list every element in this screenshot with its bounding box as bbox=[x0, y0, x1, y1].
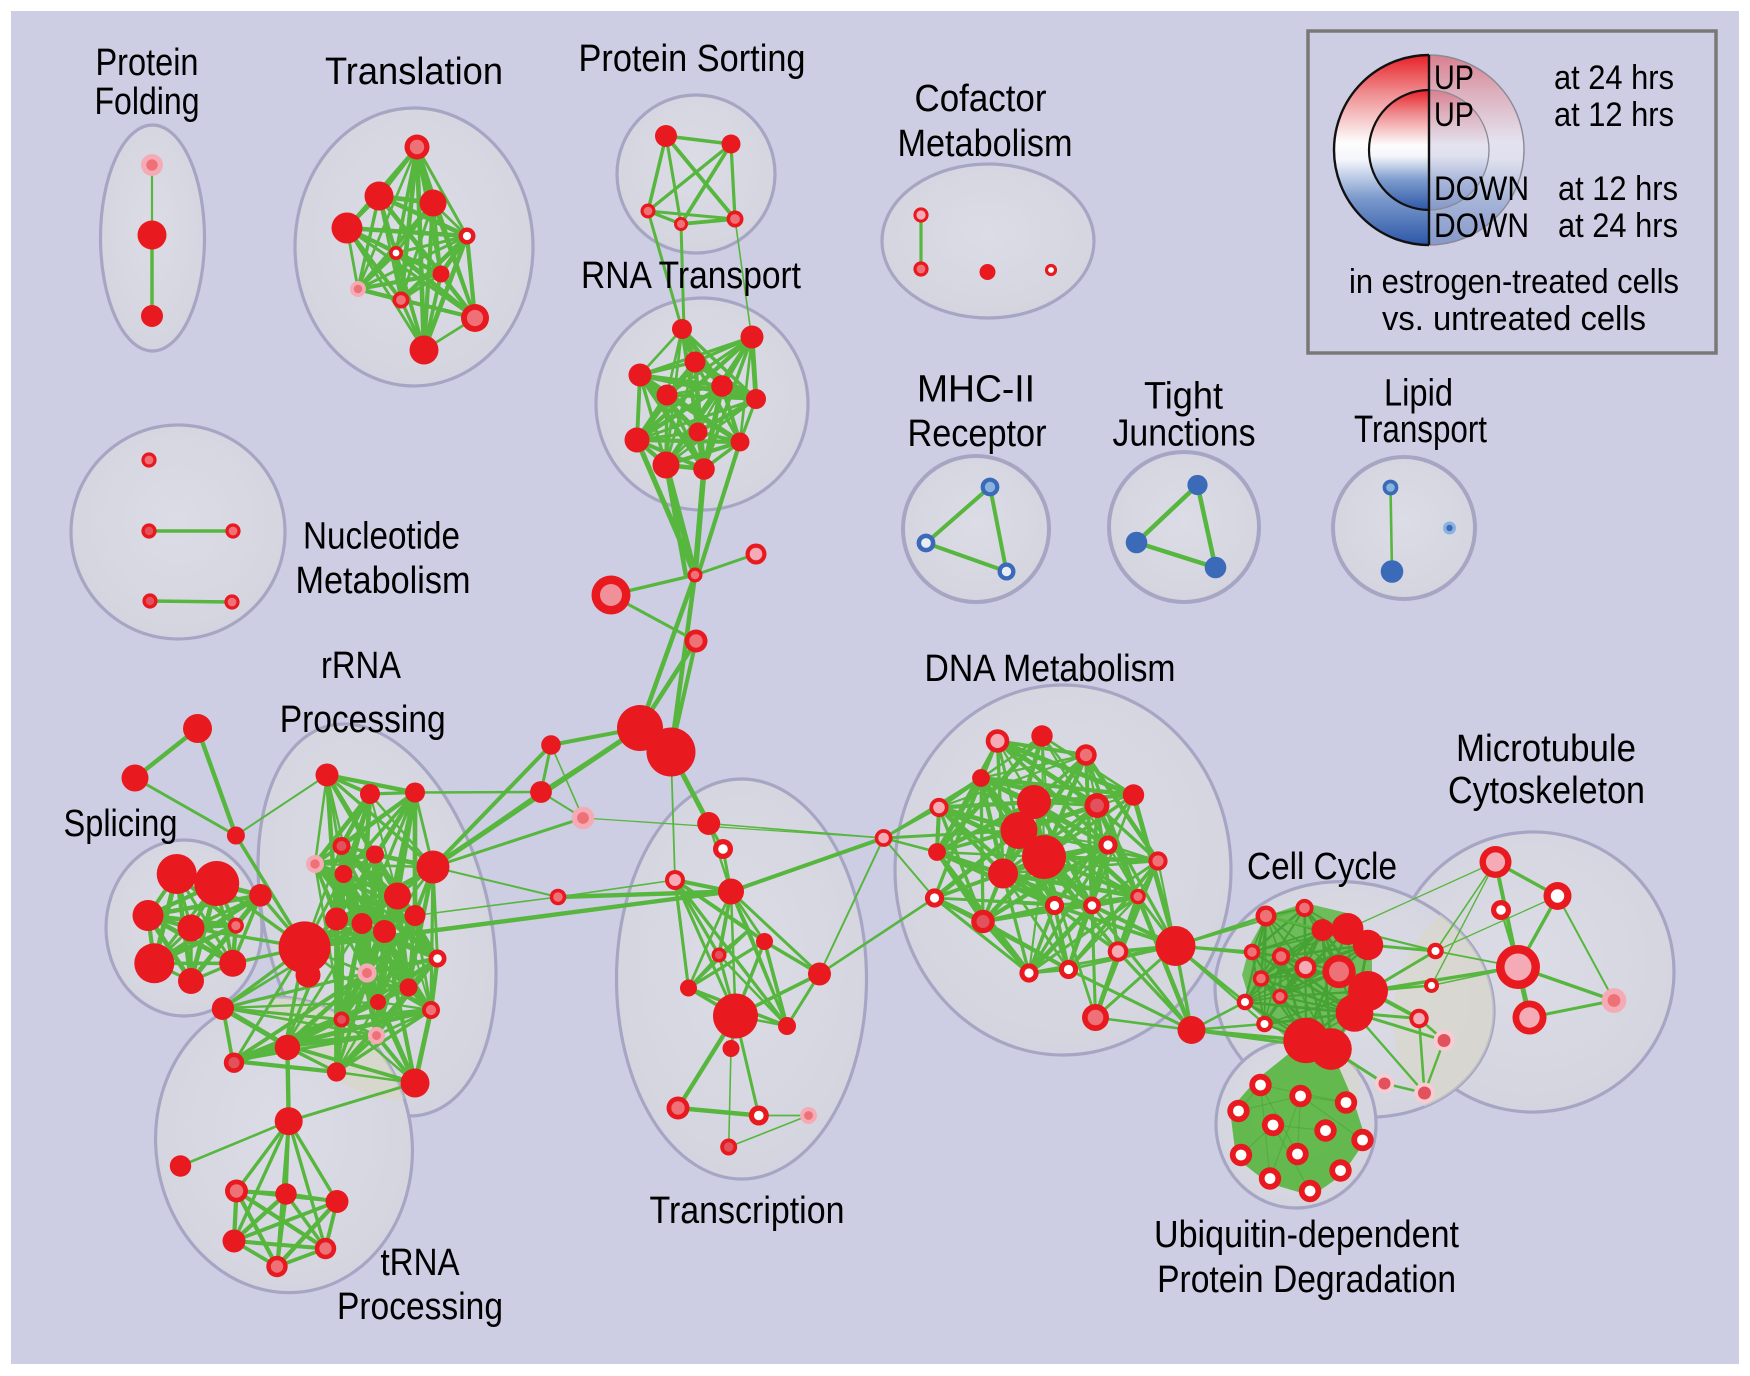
svg-text:at 12 hrs: at 12 hrs bbox=[1554, 96, 1674, 134]
svg-text:DOWN: DOWN bbox=[1434, 207, 1529, 245]
svg-text:in estrogen-treated cells: in estrogen-treated cells bbox=[1349, 263, 1679, 301]
svg-text:RNA Transport: RNA Transport bbox=[581, 255, 801, 297]
svg-text:Splicing: Splicing bbox=[64, 803, 178, 845]
svg-text:Cell Cycle: Cell Cycle bbox=[1247, 846, 1397, 888]
svg-text:Processing: Processing bbox=[280, 699, 446, 741]
svg-text:Processing: Processing bbox=[337, 1286, 503, 1328]
svg-text:Cofactor: Cofactor bbox=[915, 78, 1047, 120]
svg-text:Tight: Tight bbox=[1144, 376, 1223, 418]
svg-text:Receptor: Receptor bbox=[908, 413, 1047, 455]
svg-text:DNA Metabolism: DNA Metabolism bbox=[925, 648, 1176, 690]
svg-text:Transport: Transport bbox=[1354, 409, 1487, 451]
svg-text:Microtubule: Microtubule bbox=[1456, 728, 1636, 770]
svg-text:at 12 hrs: at 12 hrs bbox=[1558, 170, 1678, 208]
svg-text:Lipid: Lipid bbox=[1384, 373, 1453, 415]
svg-text:Metabolism: Metabolism bbox=[898, 123, 1073, 165]
svg-text:at 24 hrs: at 24 hrs bbox=[1554, 59, 1674, 97]
svg-text:UP: UP bbox=[1434, 96, 1474, 134]
svg-text:Ubiquitin-dependent: Ubiquitin-dependent bbox=[1154, 1214, 1459, 1256]
svg-text:Transcription: Transcription bbox=[650, 1190, 845, 1232]
svg-text:Folding: Folding bbox=[95, 81, 200, 123]
svg-text:at 24 hrs: at 24 hrs bbox=[1558, 207, 1678, 245]
svg-text:Protein Sorting: Protein Sorting bbox=[579, 38, 806, 80]
svg-text:Junctions: Junctions bbox=[1113, 413, 1256, 455]
svg-text:UP: UP bbox=[1434, 59, 1474, 97]
svg-text:MHC-II: MHC-II bbox=[917, 369, 1035, 411]
svg-text:tRNA: tRNA bbox=[381, 1242, 461, 1284]
svg-text:Cytoskeleton: Cytoskeleton bbox=[1448, 770, 1645, 812]
svg-text:rRNA: rRNA bbox=[321, 645, 402, 687]
svg-text:DOWN: DOWN bbox=[1434, 170, 1529, 208]
svg-text:Protein: Protein bbox=[96, 42, 199, 84]
svg-text:Translation: Translation bbox=[325, 51, 503, 93]
svg-text:Protein Degradation: Protein Degradation bbox=[1157, 1259, 1456, 1301]
svg-text:vs. untreated cells: vs. untreated cells bbox=[1382, 300, 1646, 338]
svg-text:Nucleotide: Nucleotide bbox=[303, 516, 460, 558]
svg-text:Metabolism: Metabolism bbox=[296, 560, 471, 602]
